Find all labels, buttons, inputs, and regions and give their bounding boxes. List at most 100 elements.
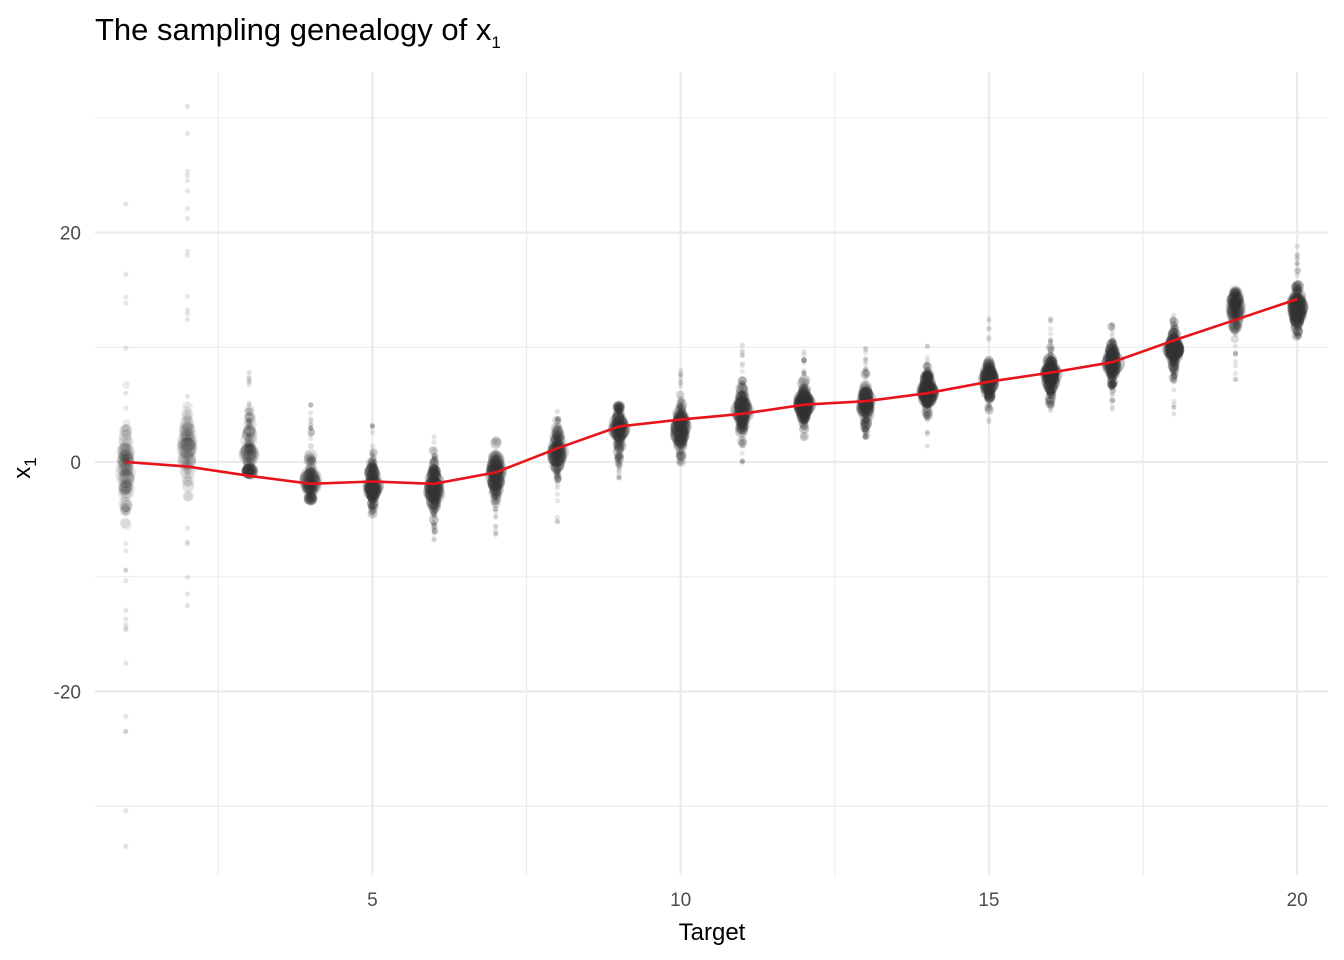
sample-point (245, 407, 255, 417)
sample-point (616, 440, 622, 446)
sample-point (863, 367, 869, 373)
sample-point (678, 426, 684, 432)
sample-point (552, 425, 564, 437)
sample-point (1167, 341, 1180, 354)
sample-point (120, 446, 131, 457)
sample-point (1109, 355, 1115, 361)
sample-point (179, 420, 195, 437)
sample-point (1229, 286, 1241, 298)
sample-point (923, 383, 933, 393)
sample-point (303, 467, 318, 481)
sample-point (306, 472, 314, 480)
sample-point (487, 477, 503, 492)
y-axis-title: x1 (9, 457, 40, 478)
sample-point (430, 500, 440, 510)
sample-point (431, 473, 437, 479)
sample-point (1230, 296, 1239, 305)
sample-point (800, 407, 808, 416)
sample-point (245, 467, 254, 475)
sample-point (308, 424, 314, 431)
sample-point (1047, 382, 1055, 390)
sample-point (493, 528, 499, 534)
sample-point (241, 451, 258, 468)
sample-point (1227, 297, 1246, 316)
sample-point (1228, 320, 1242, 334)
sample-point (738, 439, 748, 448)
sample-point (795, 406, 812, 422)
sample-point (246, 379, 252, 385)
sample-point (491, 498, 501, 509)
sample-point (1232, 343, 1239, 349)
sample-point (1293, 326, 1303, 337)
sample-point (305, 456, 317, 468)
sample-point (1108, 362, 1117, 371)
sample-point (423, 481, 444, 502)
sample-point (180, 428, 195, 443)
sample-point (1228, 285, 1243, 300)
sample-point (860, 401, 873, 413)
sample-point (916, 379, 939, 402)
sample-point (425, 494, 442, 511)
sample-point (1290, 313, 1305, 328)
sample-point (1231, 309, 1240, 318)
sample-point (924, 384, 930, 390)
sample-point (611, 411, 625, 425)
sample-point (243, 465, 255, 477)
sample-point (369, 511, 376, 517)
sample-point (120, 500, 133, 512)
sample-point (308, 428, 315, 436)
sample-point (551, 457, 562, 468)
sample-point (860, 385, 872, 397)
sample-point (1294, 260, 1300, 266)
sample-point (984, 391, 995, 403)
sample-point (429, 465, 441, 477)
sample-point (616, 469, 622, 475)
sample-point (493, 505, 499, 512)
sample-point (306, 485, 317, 495)
sample-point (308, 410, 314, 416)
sample-point (1171, 330, 1179, 338)
sample-point (117, 452, 135, 470)
sample-point (123, 625, 129, 631)
sample-point (861, 426, 869, 434)
sample-point (1165, 343, 1183, 361)
sample-point (308, 474, 314, 480)
sample-point (863, 373, 869, 379)
sample-point (431, 527, 439, 535)
sample-point (1109, 342, 1115, 349)
sample-point (242, 426, 258, 443)
sample-point (1292, 286, 1302, 297)
sample-point (430, 466, 438, 474)
sample-point (734, 421, 749, 435)
sample-point (1046, 362, 1056, 372)
sample-point (1170, 321, 1178, 330)
sample-point (923, 385, 931, 393)
sample-point (308, 485, 314, 491)
sample-point (1163, 339, 1185, 360)
sample-point (737, 390, 746, 399)
sample-point (986, 364, 992, 370)
sample-point (367, 468, 379, 481)
sample-point (1044, 374, 1059, 388)
sample-point (1109, 321, 1115, 327)
sample-point (671, 428, 689, 447)
sample-point (739, 402, 747, 410)
sample-point (918, 378, 935, 395)
sample-point (123, 567, 129, 574)
sample-point (1169, 356, 1180, 368)
sample-point (369, 422, 376, 429)
sample-point (548, 450, 566, 468)
sample-point (801, 371, 807, 377)
sample-point (1109, 397, 1116, 404)
sample-point (1290, 322, 1303, 334)
sample-point (1046, 388, 1055, 397)
x-axis-title: Target (679, 919, 746, 946)
sample-point (672, 435, 687, 450)
sample-point (1232, 350, 1239, 356)
sample-point (120, 506, 132, 517)
sample-point (551, 456, 562, 468)
sample-point (240, 442, 256, 458)
sample-point (799, 407, 809, 416)
sample-point (1290, 309, 1304, 323)
sample-point (796, 409, 812, 425)
